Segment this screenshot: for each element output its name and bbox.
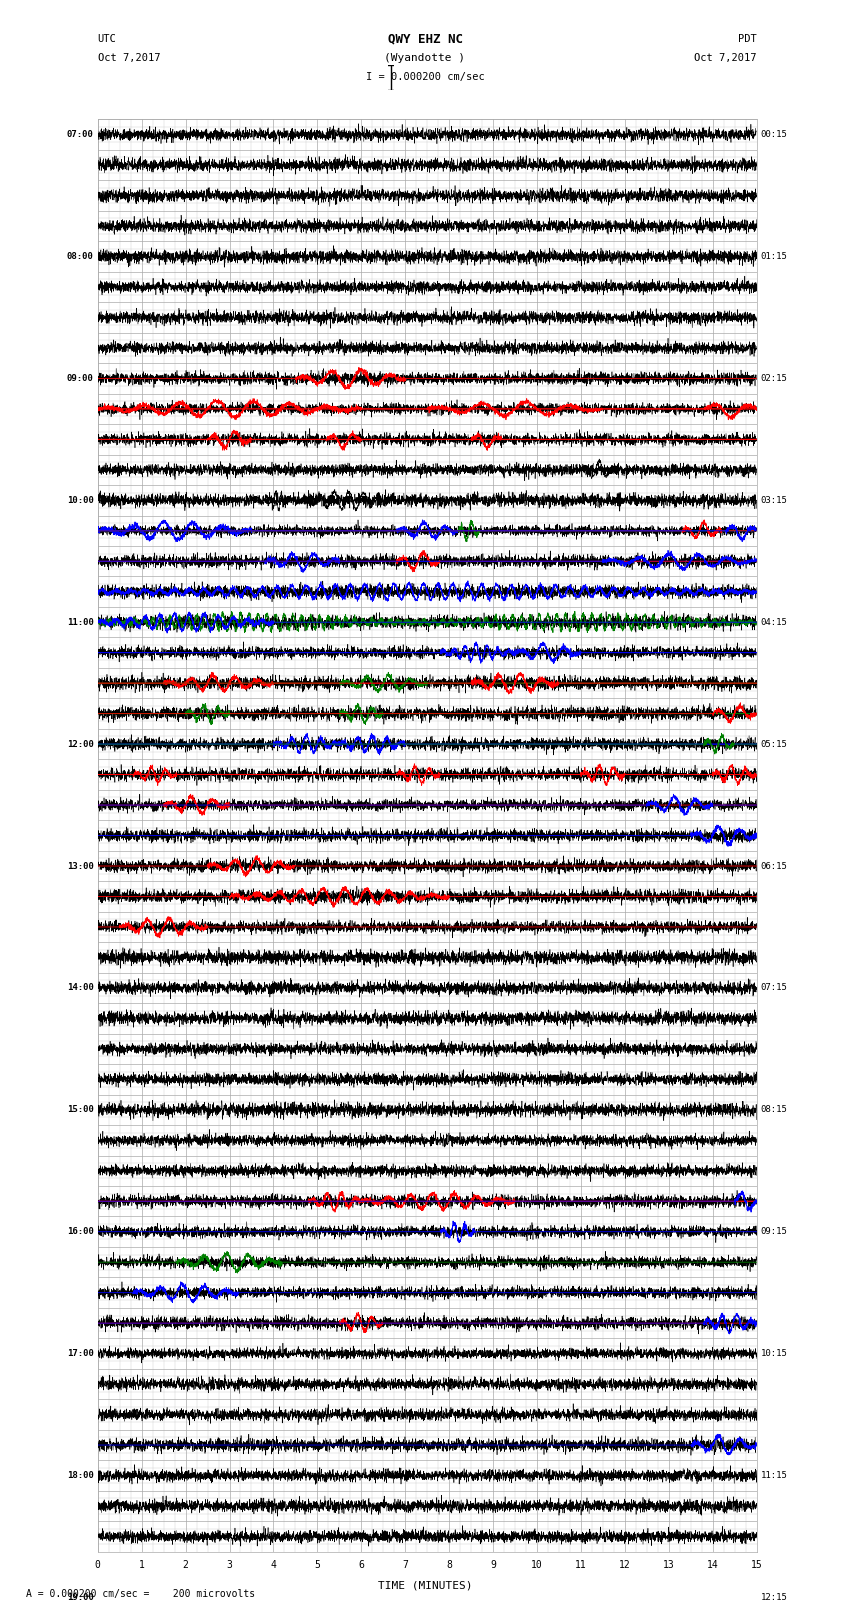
Text: 09:15: 09:15 — [761, 1227, 788, 1236]
Text: 14:00: 14:00 — [66, 984, 94, 992]
Text: UTC: UTC — [98, 34, 116, 44]
Text: 12:00: 12:00 — [66, 740, 94, 748]
Text: 5: 5 — [314, 1560, 320, 1569]
Text: 10:15: 10:15 — [761, 1348, 788, 1358]
Text: 02:15: 02:15 — [761, 374, 788, 382]
Text: PDT: PDT — [738, 34, 756, 44]
Text: 16:00: 16:00 — [66, 1227, 94, 1236]
Text: 04:15: 04:15 — [761, 618, 788, 627]
Text: I = 0.000200 cm/sec: I = 0.000200 cm/sec — [366, 73, 484, 82]
Text: 15:00: 15:00 — [66, 1105, 94, 1115]
Text: 9: 9 — [490, 1560, 496, 1569]
Text: (Wyandotte ): (Wyandotte ) — [384, 53, 466, 63]
Text: 10:00: 10:00 — [66, 495, 94, 505]
Text: 12:15: 12:15 — [761, 1594, 788, 1602]
Text: 0: 0 — [95, 1560, 100, 1569]
Text: 13: 13 — [663, 1560, 675, 1569]
Text: 15: 15 — [751, 1560, 762, 1569]
Text: 10: 10 — [531, 1560, 543, 1569]
Text: 09:00: 09:00 — [66, 374, 94, 382]
Text: 00:15: 00:15 — [761, 131, 788, 139]
Text: 11:15: 11:15 — [761, 1471, 788, 1481]
Text: 01:15: 01:15 — [761, 252, 788, 261]
Text: 17:00: 17:00 — [66, 1348, 94, 1358]
Text: 08:15: 08:15 — [761, 1105, 788, 1115]
Text: 7: 7 — [402, 1560, 408, 1569]
Text: 1: 1 — [139, 1560, 145, 1569]
Text: 6: 6 — [359, 1560, 364, 1569]
Text: A = 0.000200 cm/sec =    200 microvolts: A = 0.000200 cm/sec = 200 microvolts — [26, 1589, 255, 1598]
Text: TIME (MINUTES): TIME (MINUTES) — [377, 1581, 473, 1590]
Text: 4: 4 — [270, 1560, 276, 1569]
Text: 8: 8 — [446, 1560, 452, 1569]
Text: 05:15: 05:15 — [761, 740, 788, 748]
Text: 11:00: 11:00 — [66, 618, 94, 627]
Text: 08:00: 08:00 — [66, 252, 94, 261]
Text: 3: 3 — [227, 1560, 232, 1569]
Text: 12: 12 — [619, 1560, 631, 1569]
Text: 07:00: 07:00 — [66, 131, 94, 139]
Text: 2: 2 — [183, 1560, 189, 1569]
Text: Oct 7,2017: Oct 7,2017 — [694, 53, 756, 63]
Text: 14: 14 — [706, 1560, 718, 1569]
Text: 07:15: 07:15 — [761, 984, 788, 992]
Text: QWY EHZ NC: QWY EHZ NC — [388, 32, 462, 45]
Text: 19:00: 19:00 — [66, 1594, 94, 1602]
Text: 06:15: 06:15 — [761, 861, 788, 871]
Text: 13:00: 13:00 — [66, 861, 94, 871]
Text: 03:15: 03:15 — [761, 495, 788, 505]
Text: 11: 11 — [575, 1560, 586, 1569]
Text: 18:00: 18:00 — [66, 1471, 94, 1481]
Text: Oct 7,2017: Oct 7,2017 — [98, 53, 161, 63]
